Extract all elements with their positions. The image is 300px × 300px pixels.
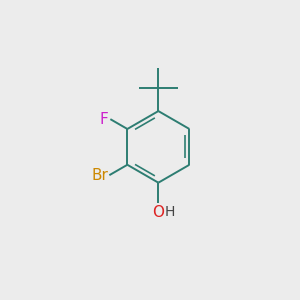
Text: Br: Br xyxy=(91,168,108,183)
Text: H: H xyxy=(165,205,175,219)
Text: F: F xyxy=(100,112,109,127)
Text: O: O xyxy=(152,205,164,220)
